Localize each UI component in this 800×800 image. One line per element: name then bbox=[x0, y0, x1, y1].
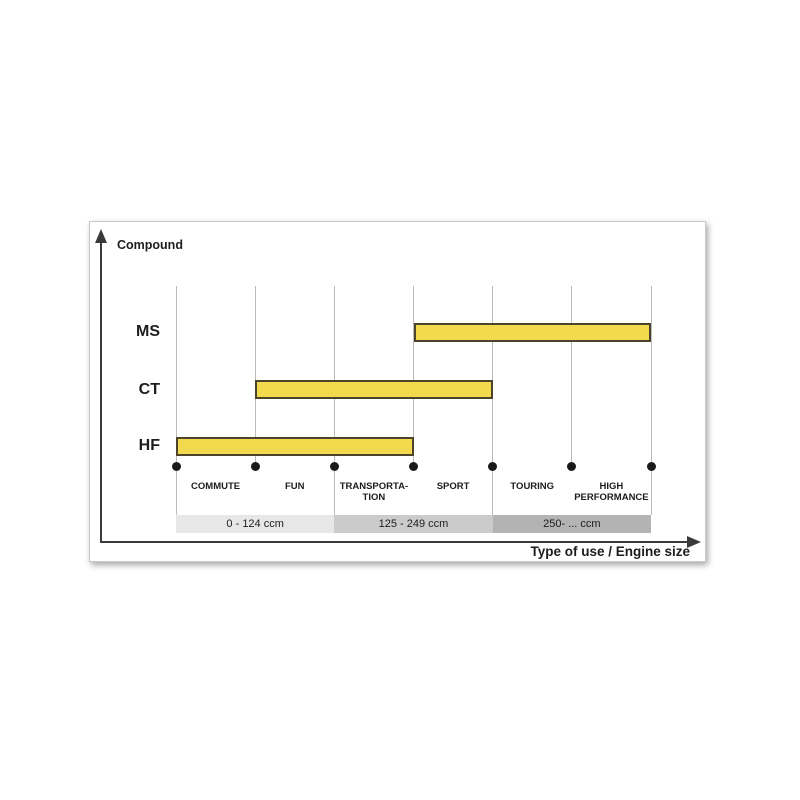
category-label: SPORT bbox=[436, 481, 470, 492]
axis-dot bbox=[488, 462, 498, 471]
bar-ms bbox=[413, 322, 651, 342]
axis-dot bbox=[250, 462, 260, 471]
category-label: TOURING bbox=[510, 481, 555, 492]
band-separator-line bbox=[333, 466, 335, 515]
gridline bbox=[571, 286, 573, 466]
axis-dot bbox=[567, 462, 577, 471]
category-label: COMMUTE bbox=[191, 481, 241, 492]
engine-band: 0 - 124 ccm bbox=[176, 515, 335, 533]
axis-dot bbox=[409, 462, 418, 471]
band-separator-line bbox=[492, 466, 494, 515]
gridline bbox=[254, 286, 256, 466]
x-axis-arrow-icon bbox=[687, 536, 701, 548]
gridline bbox=[492, 286, 494, 466]
chart-card: Compound MS CT HF COMMUTE FUN TRANSPORTA- TIO… bbox=[89, 221, 706, 562]
plot-area: MS CT HF COMMUTE FUN TRANSPORTA- TION SPORT TOU… bbox=[90, 222, 705, 561]
engine-band: 125 - 249 ccm bbox=[334, 515, 493, 533]
row-label-ms: MS bbox=[136, 323, 160, 340]
bar-hf bbox=[176, 436, 414, 456]
category-label: HIGH PERFORMANCE bbox=[574, 481, 649, 503]
y-axis-arrow-icon bbox=[95, 229, 107, 243]
gridline bbox=[175, 286, 177, 466]
row-label-hf: HF bbox=[138, 437, 160, 454]
axis-dot bbox=[646, 462, 656, 471]
category-label: TRANSPORTA- TION bbox=[339, 481, 409, 503]
x-axis-title: Type of use / Engine size bbox=[530, 544, 690, 559]
x-axis-line bbox=[100, 541, 689, 543]
axis-dot bbox=[171, 462, 181, 471]
category-label: FUN bbox=[284, 481, 305, 492]
bar-ct bbox=[255, 380, 493, 399]
y-axis-title: Compound bbox=[117, 238, 183, 252]
gridline bbox=[650, 286, 652, 466]
band-separator-line bbox=[650, 466, 652, 515]
band-separator-line bbox=[175, 466, 177, 515]
axis-dot bbox=[329, 462, 339, 471]
row-label-ct: CT bbox=[138, 380, 160, 398]
gridline bbox=[333, 286, 335, 466]
y-axis-line bbox=[100, 240, 102, 543]
engine-band: 250- ... ccm bbox=[492, 515, 651, 533]
gridline bbox=[413, 286, 414, 466]
